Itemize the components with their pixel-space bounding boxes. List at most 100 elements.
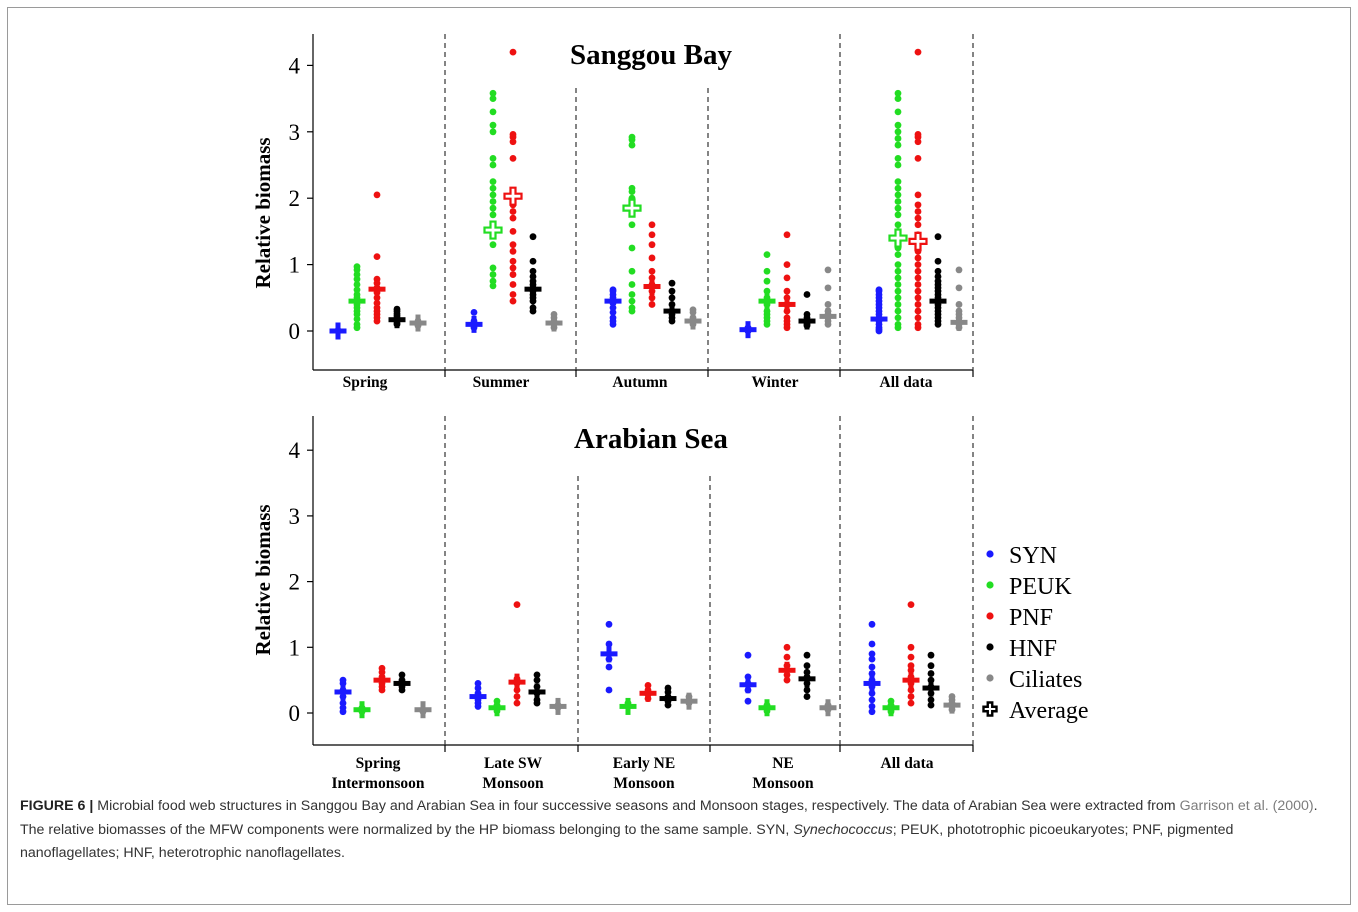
average-marker-hnf-v (665, 690, 671, 708)
average-marker-ciliates (819, 307, 837, 325)
data-point-pnf (509, 247, 517, 255)
group-late-sw-monsoon: Late SW Monsoon (469, 601, 567, 790)
data-point-syn (339, 676, 347, 684)
legend: SYN PEUK PNF HNF Ciliates Average (982, 543, 1089, 724)
data-point-pnf (783, 274, 791, 282)
x-group-label: Monsoon (613, 775, 675, 790)
data-point-peuk (894, 161, 902, 169)
average-marker-hnf-v (804, 670, 810, 688)
data-point-pnf (914, 48, 922, 56)
data-point-pnf (914, 261, 922, 268)
data-point-peuk (894, 198, 902, 205)
average-marker-pnf-v (784, 295, 790, 313)
data-point-peuk (628, 281, 636, 288)
legend-marker-hnf (986, 643, 994, 651)
data-point-hnf (927, 701, 935, 709)
data-point-pnf (509, 131, 517, 138)
data-point-peuk (894, 287, 902, 295)
data-point-pnf (914, 267, 922, 275)
figure-frame (7, 7, 1351, 905)
data-point-pnf (509, 208, 517, 215)
data-point-peuk (489, 277, 497, 285)
data-point-syn (868, 650, 876, 658)
data-point-syn (609, 309, 617, 316)
average-marker-syn-v (335, 322, 341, 340)
x-group-label: Monsoon (482, 775, 544, 790)
legend-marker-average (982, 701, 998, 717)
y-axis-label: Relative biomass (251, 137, 275, 288)
data-point-hnf (529, 257, 537, 265)
legend-item-average: Average (982, 698, 1089, 724)
data-point-pnf (373, 304, 381, 312)
average-marker-peuk-v (359, 701, 365, 719)
data-point-pnf (783, 314, 791, 322)
average-marker-hnf (528, 683, 546, 701)
legend-marker-peuk (986, 581, 994, 589)
data-point-pnf (648, 267, 656, 275)
average-marker-peuk-v (494, 699, 500, 717)
data-point-pnf (914, 201, 922, 209)
data-point-peuk (894, 178, 902, 186)
data-point-pnf (914, 131, 922, 138)
data-point-pnf (914, 154, 922, 162)
average-marker-hnf-v (534, 683, 540, 701)
data-point-peuk (489, 211, 497, 219)
data-point-hnf (529, 273, 537, 280)
legend-item-peuk: PEUK (986, 574, 1072, 600)
average-marker-pnf-v (379, 671, 385, 689)
data-point-pnf (914, 221, 922, 229)
data-point-ciliates (824, 284, 832, 292)
caption-synechococcus: Synechococcus (793, 821, 893, 838)
data-point-peuk (763, 267, 771, 275)
average-marker-syn (329, 322, 347, 340)
data-point-peuk (894, 108, 902, 116)
data-point-peuk (353, 320, 361, 328)
data-point-pnf (373, 299, 381, 307)
data-point-hnf (803, 291, 811, 298)
average-marker-peuk (488, 699, 506, 717)
average-marker-hnf-v (804, 312, 810, 330)
x-group-label: Late SW (484, 755, 543, 772)
data-point-peuk (628, 304, 636, 312)
x-group-label: Intermonsoon (331, 775, 424, 790)
average-marker-peuk (619, 697, 637, 715)
average-marker-pnf (503, 186, 523, 206)
data-point-peuk (894, 251, 902, 259)
y-tick-label: 1 (289, 635, 301, 660)
average-marker-hnf (388, 311, 406, 329)
average-marker-syn-v (876, 310, 882, 328)
data-point-pnf (378, 664, 386, 672)
average-marker-ciliates-v (825, 699, 831, 717)
data-point-pnf (914, 254, 922, 262)
average-marker-peuk (348, 292, 366, 310)
average-marker-syn-v (610, 292, 616, 310)
average-marker-hnf-v (530, 280, 536, 298)
average-marker-hnf-v (928, 679, 934, 697)
average-marker-peuk (888, 228, 908, 248)
average-marker-pnf-v (374, 280, 380, 298)
data-point-pnf (509, 257, 517, 265)
average-marker-hnf (798, 312, 816, 330)
data-point-peuk (628, 133, 636, 141)
average-marker-pnf-v (649, 278, 655, 296)
data-point-hnf (668, 294, 676, 302)
data-point-pnf (783, 261, 791, 268)
data-point-peuk (894, 141, 902, 149)
data-point-peuk (894, 281, 902, 288)
average-marker-pnf (508, 673, 526, 691)
data-point-pnf (907, 693, 915, 700)
data-point-hnf (934, 267, 942, 275)
average-marker-pnf-v (784, 661, 790, 679)
data-point-peuk (894, 301, 902, 308)
average-marker-peuk-v (764, 699, 770, 717)
average-marker-syn (739, 321, 757, 339)
data-point-peuk (894, 121, 902, 129)
caption-reference-link[interactable]: Garrison et al. (2000) (1179, 798, 1314, 814)
data-point-peuk (628, 244, 636, 252)
data-point-peuk (894, 89, 902, 97)
data-point-syn (868, 703, 876, 710)
data-point-peuk (489, 241, 497, 249)
data-point-pnf (373, 253, 381, 261)
data-point-peuk (894, 307, 902, 315)
x-group-label: NE (772, 755, 794, 772)
